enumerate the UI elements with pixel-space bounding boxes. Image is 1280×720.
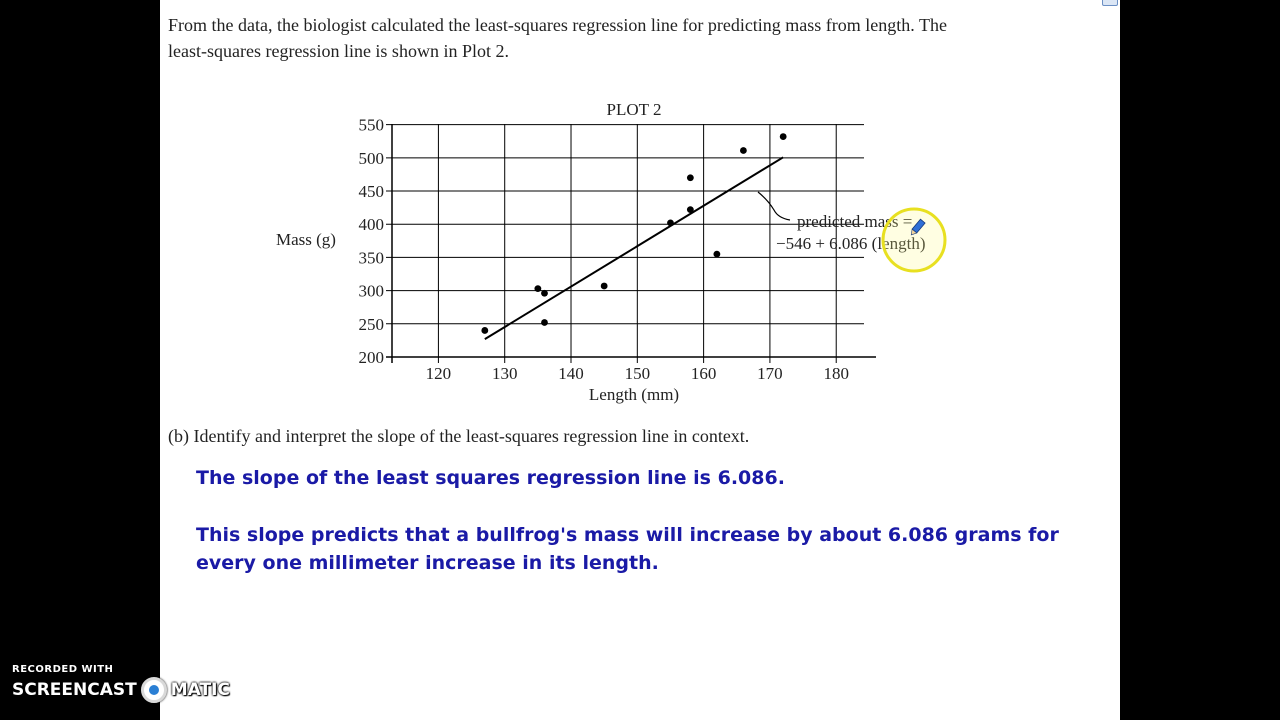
recorded-with-text: RECORDED WITH <box>12 664 114 675</box>
y-tick-label: 200 <box>359 348 385 367</box>
y-tick-label: 450 <box>359 182 385 201</box>
annotation-line-2: −546 + 6.086 (length) <box>776 234 926 253</box>
annotation-leader-bracket <box>757 191 791 221</box>
x-axis-label: Length (mm) <box>589 385 679 404</box>
x-tick-labels: 120 130 140 150 160 170 180 <box>426 357 849 383</box>
data-point <box>713 250 721 258</box>
y-tick-label: 300 <box>359 282 385 301</box>
data-point <box>600 282 608 290</box>
plot-2-chart: 120 130 140 150 160 170 180 200 250 300 350 400 450… <box>276 100 947 404</box>
brand-left-text: SCREENCAST <box>12 680 137 700</box>
data-point <box>739 147 747 154</box>
data-points <box>481 133 787 334</box>
data-point <box>541 289 548 297</box>
x-tick-label: 130 <box>492 364 518 383</box>
x-tick-label: 160 <box>691 364 717 383</box>
answer-slope-statement: The slope of the least squares regressio… <box>196 467 785 489</box>
y-tick-label: 550 <box>359 116 385 135</box>
regression-line <box>484 156 784 340</box>
data-point <box>541 319 548 326</box>
window-restore-icon[interactable] <box>1102 0 1118 6</box>
annotation-line-1: predicted mass = <box>797 212 912 231</box>
y-tick-label: 350 <box>359 248 385 267</box>
y-tick-labels: 200 250 300 350 400 450 500 550 <box>359 116 385 367</box>
x-tick-label: 180 <box>823 364 849 383</box>
y-tick-label: 250 <box>359 315 385 334</box>
cursor-highlight <box>881 207 947 273</box>
data-point <box>686 206 694 214</box>
answer-slope-interpretation: This slope predicts that a bullfrog's ma… <box>196 524 1059 574</box>
brand-right-text: MATIC <box>170 680 230 700</box>
data-point <box>779 133 787 140</box>
y-tick-label: 400 <box>359 215 385 234</box>
x-tick-label: 150 <box>625 364 651 383</box>
intro-paragraph: From the data, the biologist calculated … <box>168 12 1068 64</box>
chart-grid <box>386 124 864 357</box>
intro-line-1: From the data, the biologist calculated … <box>168 15 947 35</box>
x-tick-label: 170 <box>757 364 783 383</box>
chart-axes <box>386 124 876 363</box>
data-point <box>686 174 694 182</box>
data-point <box>481 327 489 334</box>
data-point <box>534 285 542 293</box>
part-b-question: (b) Identify and interpret the slope of … <box>168 426 750 446</box>
screencast-watermark: RECORDED WITH SCREENCAST MATIC <box>12 664 230 703</box>
x-tick-label: 140 <box>558 364 584 383</box>
document-page: From the data, the biologist calculated … <box>160 0 1120 720</box>
pencil-cursor-icon <box>910 218 926 236</box>
chart-title: PLOT 2 <box>607 100 662 119</box>
y-tick-label: 500 <box>359 149 385 168</box>
screencast-logo-icon <box>140 677 167 703</box>
data-point <box>667 219 674 227</box>
x-tick-label: 120 <box>426 364 452 383</box>
y-axis-label: Mass (g) <box>276 230 336 249</box>
intro-line-2: least-squares regression line is shown i… <box>168 41 509 61</box>
